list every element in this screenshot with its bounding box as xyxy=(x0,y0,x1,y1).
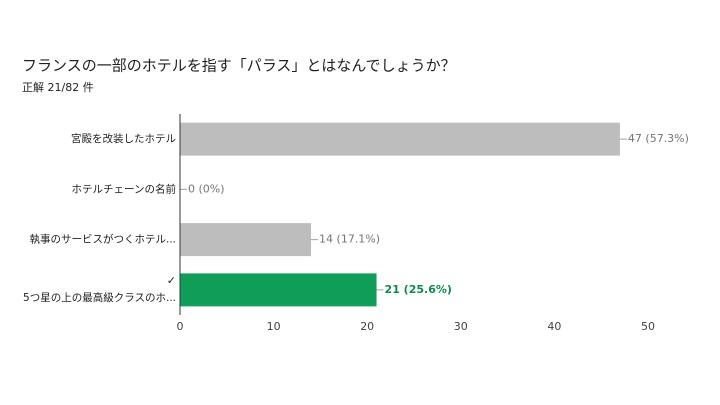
x-tick-label: 10 xyxy=(267,320,281,333)
bar xyxy=(180,273,377,307)
value-label: 14 (17.1%) xyxy=(319,233,380,246)
value-label: 21 (25.6%) xyxy=(385,283,452,296)
x-tick-label: 40 xyxy=(547,320,561,333)
correct-mark: ✓ xyxy=(167,274,176,287)
y-tick-label: 5つ星の上の最高級クラスのホ... xyxy=(23,291,176,304)
bar xyxy=(180,223,312,257)
y-tick-label: ホテルチェーンの名前 xyxy=(72,182,176,195)
value-label: 47 (57.3%) xyxy=(628,132,689,145)
chart-subtitle: 正解 21/82 件 xyxy=(22,80,94,94)
y-tick-label: 執事のサービスがつくホテル... xyxy=(29,233,176,246)
chart-title: フランスの一部のホテルを指す「パラス」とはなんでしょうか？ xyxy=(22,57,456,75)
x-tick-label: 50 xyxy=(641,320,655,333)
bar xyxy=(180,122,620,156)
x-tick-label: 20 xyxy=(360,320,374,333)
x-tick-label: 30 xyxy=(454,320,468,333)
y-tick-label: 宮殿を改装したホテル xyxy=(71,132,176,145)
x-tick-label: 0 xyxy=(177,320,184,333)
value-label: 0 (0%) xyxy=(188,182,225,195)
